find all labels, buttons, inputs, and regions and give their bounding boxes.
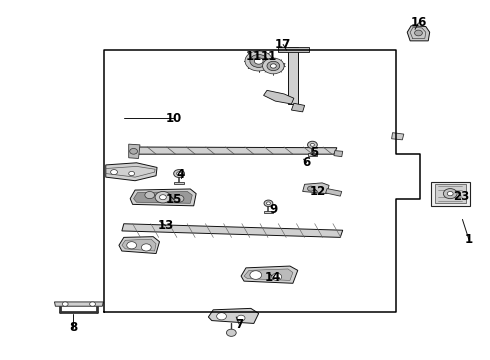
Text: 8: 8 [69,321,77,334]
Circle shape [263,58,284,74]
Text: 6: 6 [302,156,311,169]
Polygon shape [174,182,184,184]
Circle shape [443,189,457,199]
Text: 4: 4 [176,168,185,181]
Text: 15: 15 [166,193,182,206]
Circle shape [250,54,268,67]
Text: 7: 7 [235,318,243,331]
Circle shape [254,58,263,64]
Circle shape [264,200,273,207]
Circle shape [226,329,236,336]
Polygon shape [106,163,157,181]
Polygon shape [129,144,140,158]
Circle shape [272,273,282,280]
Polygon shape [241,266,298,283]
Text: 9: 9 [269,203,277,216]
Circle shape [62,302,68,306]
Circle shape [174,195,184,202]
Polygon shape [264,62,285,69]
Circle shape [155,192,171,203]
Circle shape [111,170,118,175]
Text: 12: 12 [309,185,325,198]
Circle shape [267,61,280,71]
Polygon shape [122,224,343,237]
Text: 1: 1 [465,233,473,246]
Circle shape [145,192,155,199]
Circle shape [176,172,181,175]
Circle shape [237,315,245,321]
Polygon shape [326,189,342,196]
Polygon shape [431,182,470,206]
Polygon shape [407,26,430,41]
Circle shape [142,244,151,251]
Polygon shape [308,153,318,156]
Polygon shape [264,90,294,104]
Circle shape [308,141,318,148]
Polygon shape [134,192,192,203]
Text: 11: 11 [245,50,262,63]
Circle shape [245,51,272,71]
Polygon shape [122,239,156,251]
Polygon shape [54,302,103,306]
Circle shape [159,195,166,200]
Polygon shape [303,183,329,194]
Circle shape [173,170,184,177]
Circle shape [311,143,315,146]
Text: 13: 13 [158,219,174,233]
Text: 14: 14 [265,271,282,284]
Circle shape [129,171,135,176]
Circle shape [308,186,315,191]
Polygon shape [392,133,404,140]
Text: 16: 16 [410,17,427,30]
Circle shape [90,302,96,306]
Text: 10: 10 [166,112,182,125]
Circle shape [130,148,138,154]
Text: 5: 5 [310,145,318,158]
Polygon shape [334,150,343,157]
Polygon shape [130,189,196,206]
Circle shape [447,192,453,196]
Circle shape [250,271,262,279]
Polygon shape [288,47,298,104]
Circle shape [217,313,226,320]
Circle shape [127,242,137,249]
Circle shape [267,202,270,205]
Circle shape [270,64,276,68]
Polygon shape [292,103,305,112]
Text: 23: 23 [453,190,469,203]
Polygon shape [208,309,259,323]
Polygon shape [435,184,466,203]
Polygon shape [134,147,337,154]
Circle shape [415,30,422,36]
Text: 17: 17 [275,38,291,51]
Polygon shape [244,269,293,280]
Polygon shape [119,237,159,253]
Polygon shape [264,211,273,213]
Polygon shape [278,47,310,51]
Text: 11: 11 [260,50,276,63]
